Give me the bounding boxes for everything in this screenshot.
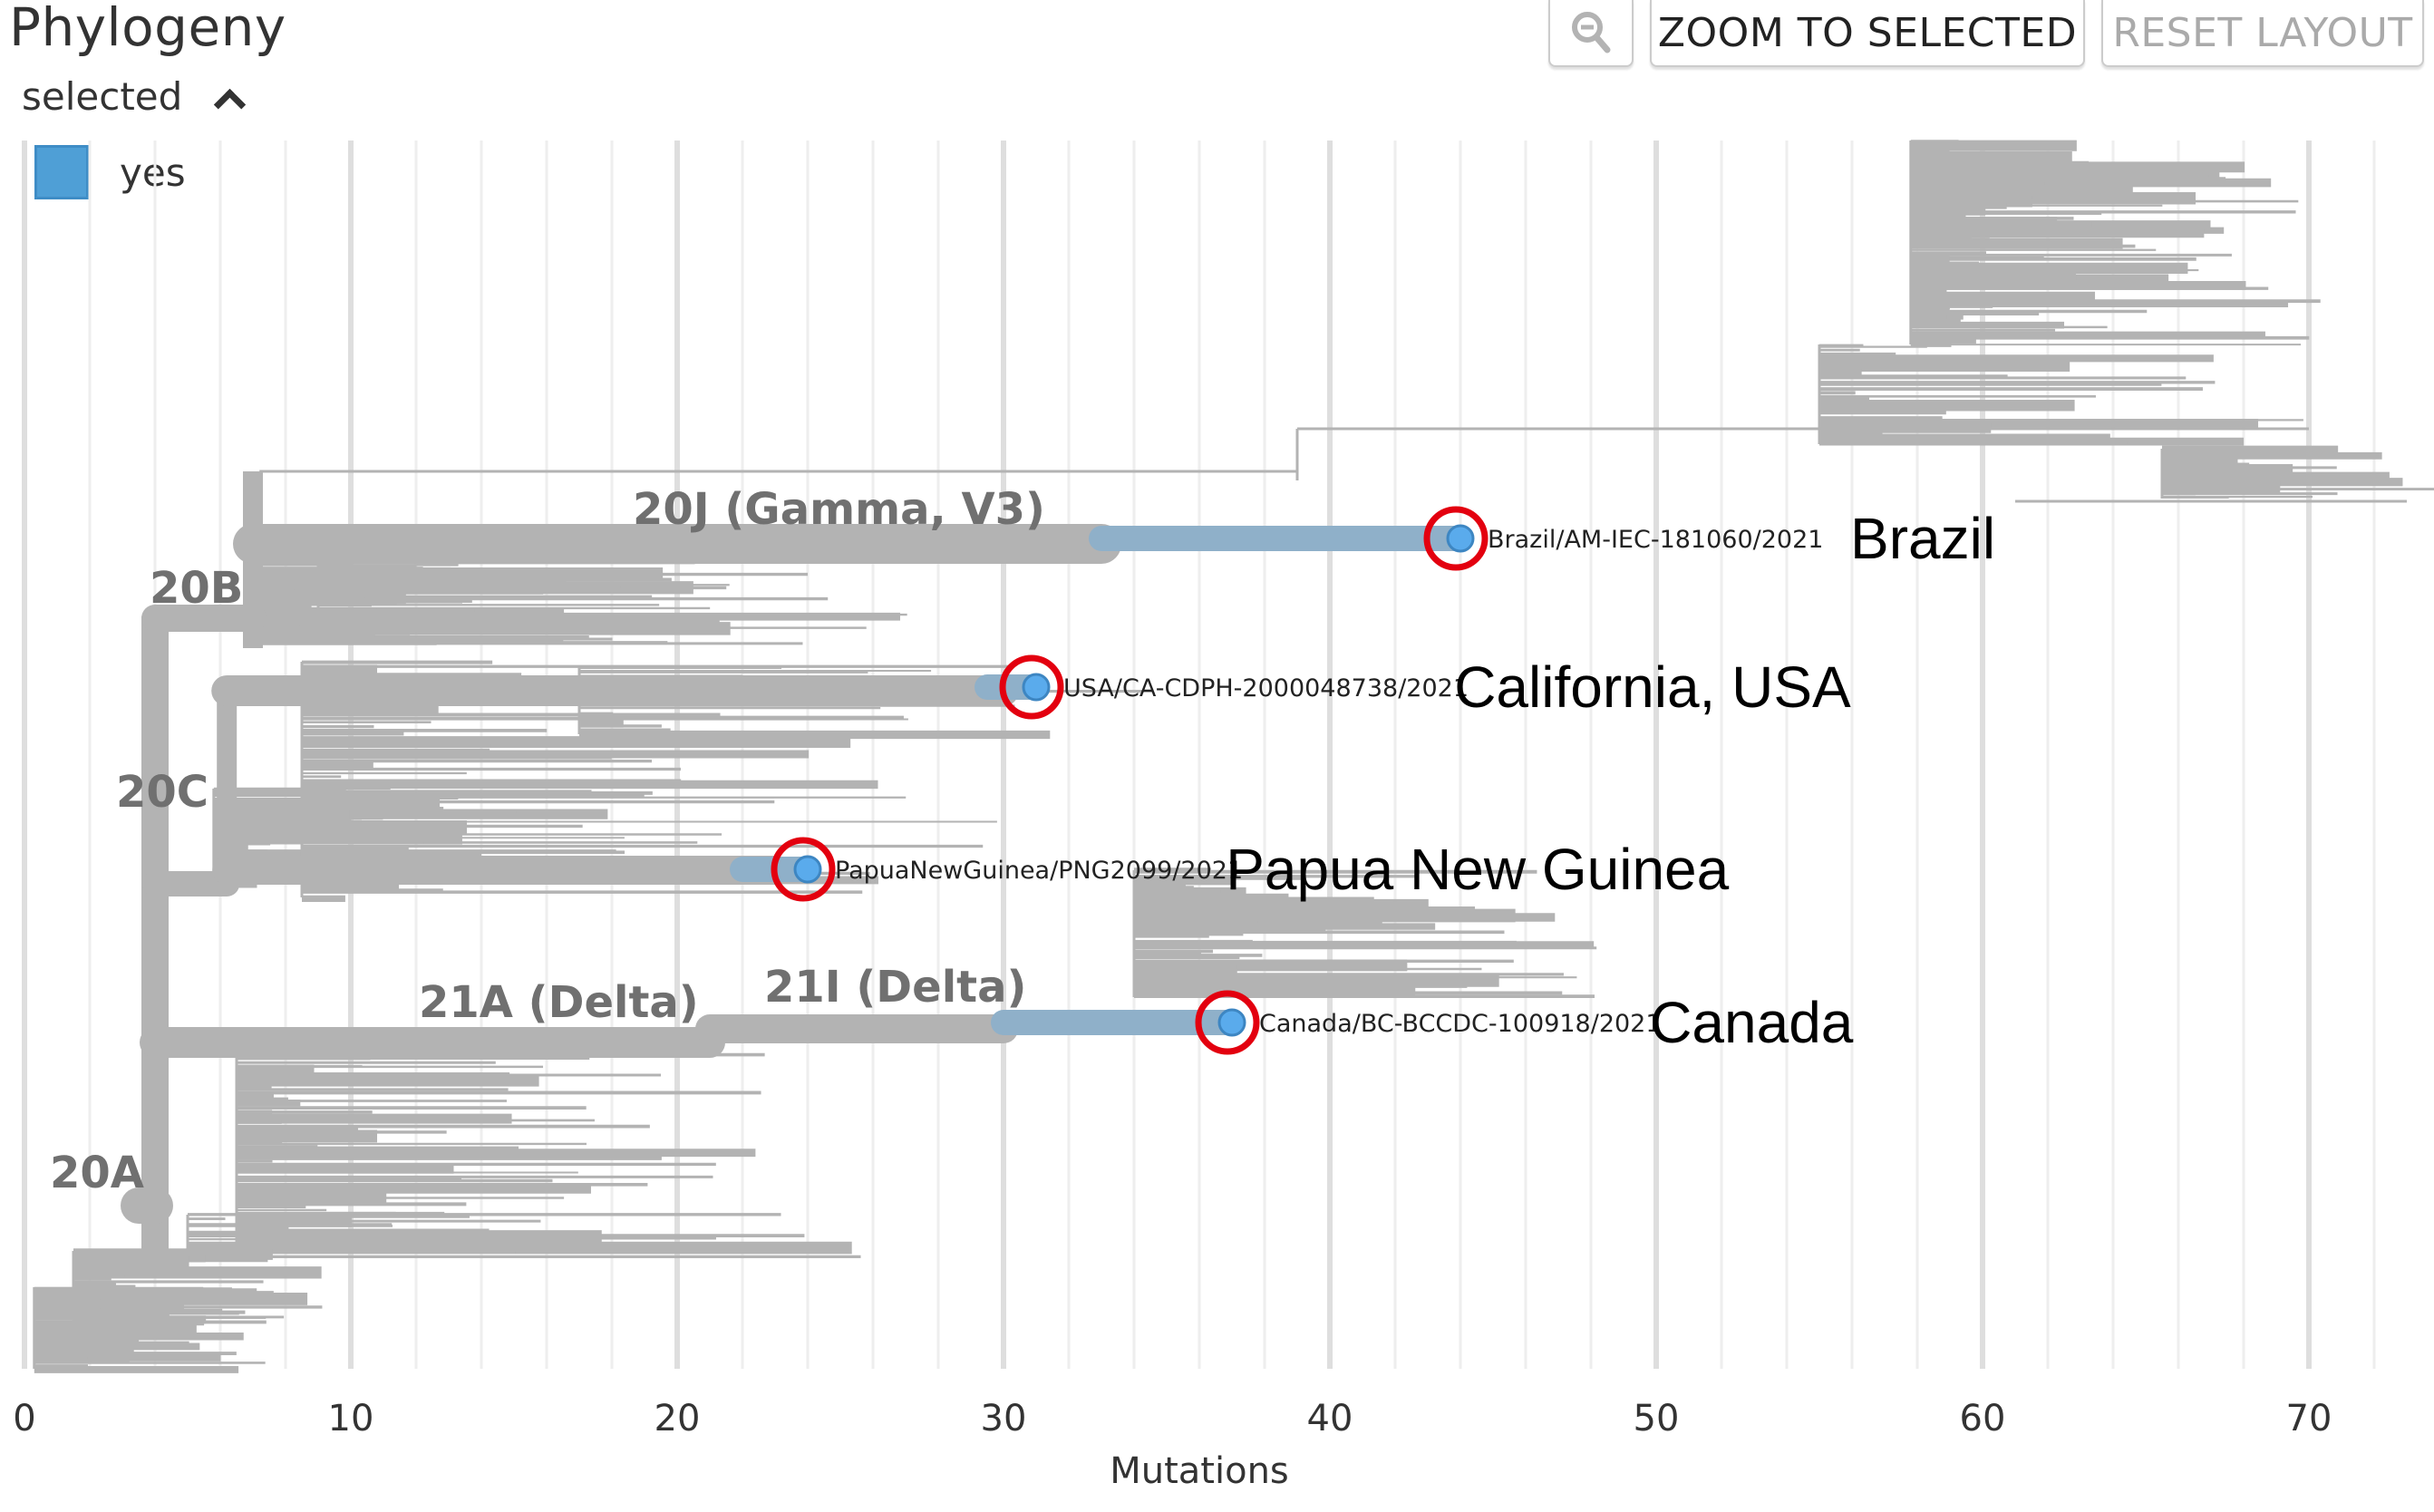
selected-tip xyxy=(1446,524,1475,553)
tip-label: Canada/BC-BCCDC-100918/2021 xyxy=(1259,1010,1662,1038)
x-tick-label: 10 xyxy=(328,1398,374,1439)
clade-label: 21I (Delta) xyxy=(764,962,1026,1013)
zoom-to-selected-button[interactable]: ZOOM TO SELECTED xyxy=(1650,0,2085,67)
panel-title: Phylogeny xyxy=(9,0,286,58)
clade-label: 20J (Gamma, V3) xyxy=(633,484,1045,535)
x-tick-label: 50 xyxy=(1634,1398,1680,1439)
trunk-branches xyxy=(121,471,1121,1255)
reset-layout-button[interactable]: RESET LAYOUT xyxy=(2101,0,2424,67)
branches xyxy=(33,140,2434,1373)
x-axis: 0 10 20 30 40 50 60 70 Mutations xyxy=(13,1398,2332,1492)
selected-tip xyxy=(1022,673,1051,702)
x-tick-label: 30 xyxy=(981,1398,1027,1439)
highlight-ring xyxy=(1423,506,1489,571)
zoom-out-icon xyxy=(1572,12,1611,53)
x-axis-title: Mutations xyxy=(1110,1450,1289,1492)
x-tick-label: 20 xyxy=(655,1398,701,1439)
highlight-ring xyxy=(771,837,836,902)
clade-labels: 20A 20B 20C 20J (Gamma, V3) 21A (Delta) 21I (… xyxy=(50,484,1045,1198)
clade-label: 20A xyxy=(50,1148,144,1198)
x-tick-label: 70 xyxy=(2286,1398,2332,1439)
tip-label: Brazil/AM-IEC-181060/2021 xyxy=(1488,526,1823,554)
legend-item-yes[interactable]: yes xyxy=(34,145,186,199)
highlight-ring xyxy=(1195,990,1260,1055)
selected-tip xyxy=(793,855,822,884)
x-tick-label: 0 xyxy=(13,1398,35,1439)
legend-swatch xyxy=(34,145,89,199)
zoom-out-button[interactable] xyxy=(1548,0,1634,67)
country-annotation: Papua New Guinea xyxy=(1226,837,1729,902)
highlight-ring xyxy=(999,654,1064,720)
tip-label: USA/CA-CDPH-2000048738/2021 xyxy=(1063,674,1469,703)
country-annotation: Canada xyxy=(1650,990,1854,1055)
tip-label: PapuaNewGuinea/PNG2099/2021 xyxy=(835,857,1243,885)
country-annotation: Brazil xyxy=(1850,506,1995,571)
clade-label: 21A (Delta) xyxy=(419,977,699,1028)
clade-label: 20B xyxy=(150,563,243,614)
selected-tips: Brazil/AM-IEC-181060/2021 Brazil USA/CA-CD… xyxy=(771,506,1995,1055)
legend-title: selected xyxy=(22,74,183,119)
legend-item-label: yes xyxy=(120,150,186,195)
legend-toggle[interactable]: selected xyxy=(22,74,240,119)
x-tick-label: 40 xyxy=(1307,1398,1353,1439)
x-tick-label: 60 xyxy=(1960,1398,2006,1439)
country-annotation: California, USA xyxy=(1454,654,1851,720)
clade-label: 20C xyxy=(116,767,208,818)
selected-tip xyxy=(1217,1008,1246,1037)
